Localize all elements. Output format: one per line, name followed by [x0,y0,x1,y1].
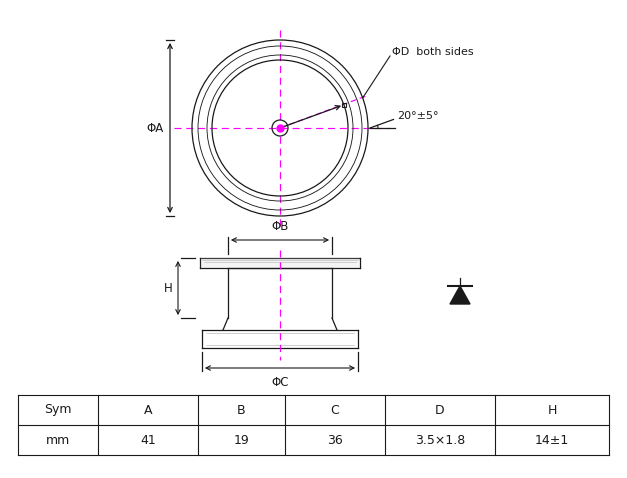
Text: C: C [330,403,339,416]
Polygon shape [450,286,470,304]
Text: ΦD  both sides: ΦD both sides [392,47,473,57]
Text: H: H [547,403,557,416]
Text: ΦB: ΦB [271,220,288,233]
Text: mm: mm [46,434,70,446]
Text: D: D [435,403,445,416]
Text: 3.5×1.8: 3.5×1.8 [415,434,465,446]
Text: 41: 41 [140,434,156,446]
Text: ΦC: ΦC [271,376,289,389]
Bar [342,103,346,107]
Text: Sym: Sym [45,403,71,416]
Text: ΦA: ΦA [147,121,164,134]
Text: 20°±5°: 20°±5° [397,111,438,121]
Text: 19: 19 [234,434,250,446]
Text: H: H [164,282,173,294]
Text: 36: 36 [327,434,343,446]
Text: 14±1: 14±1 [535,434,569,446]
Text: B: B [237,403,246,416]
Text: A: A [144,403,152,416]
